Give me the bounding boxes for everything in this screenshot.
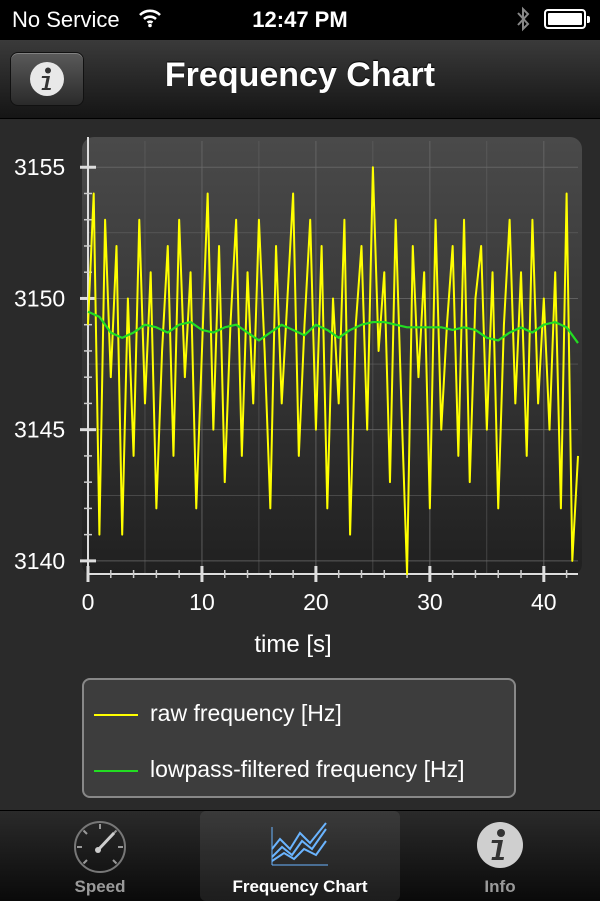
speedometer-icon bbox=[74, 821, 126, 873]
legend-label-raw: raw frequency [Hz] bbox=[150, 700, 342, 726]
frequency-chart: 0 10 20 30 40 3140 3145 3150 3155 time [s] bbox=[0, 119, 600, 659]
x-tick-label: 0 bbox=[82, 589, 95, 615]
bluetooth-icon bbox=[517, 6, 530, 32]
clock: 12:47 PM bbox=[252, 7, 348, 32]
y-tick-label: 3155 bbox=[14, 154, 65, 180]
legend-label-filtered: lowpass-filtered frequency [Hz] bbox=[150, 756, 465, 782]
tab-frequency-chart[interactable]: Frequency Chart bbox=[200, 811, 400, 901]
legend-swatch-filtered bbox=[94, 770, 138, 772]
x-tick-label: 30 bbox=[417, 589, 443, 615]
tab-label-frequency-chart: Frequency Chart bbox=[232, 877, 368, 896]
info-icon bbox=[477, 822, 523, 868]
y-tick-label: 3150 bbox=[14, 285, 65, 311]
y-tick-label: 3145 bbox=[14, 417, 65, 443]
x-tick-label: 20 bbox=[303, 589, 329, 615]
chart-svg: 0 10 20 30 40 3140 3145 3150 3155 time [s] bbox=[14, 137, 582, 658]
navigation-bar: Frequency Chart bbox=[0, 40, 600, 119]
chart-icon bbox=[271, 822, 328, 866]
x-tick-label: 10 bbox=[189, 589, 215, 615]
info-button[interactable] bbox=[10, 52, 84, 106]
carrier-label: No Service bbox=[12, 7, 120, 32]
tab-info[interactable]: Info bbox=[400, 811, 600, 901]
tab-speed[interactable]: Speed bbox=[0, 811, 200, 901]
series-lowpass-filtered bbox=[87, 310, 579, 344]
series-raw-frequency bbox=[87, 166, 579, 575]
y-tick-label: 3140 bbox=[14, 548, 65, 574]
tab-label-speed: Speed bbox=[74, 877, 126, 896]
chart-legend: raw frequency [Hz] lowpass-filtered freq… bbox=[82, 678, 516, 798]
x-axis-label: time [s] bbox=[254, 631, 331, 658]
battery-icon bbox=[544, 9, 590, 29]
wifi-icon bbox=[139, 9, 161, 28]
tab-label-info: Info bbox=[484, 877, 516, 896]
tab-bar: Speed Frequency Chart Info bbox=[0, 810, 600, 901]
page-title: Frequency Chart bbox=[164, 56, 436, 94]
info-icon bbox=[30, 62, 64, 96]
x-tick-label: 40 bbox=[531, 589, 557, 615]
legend-swatch-raw bbox=[94, 714, 138, 716]
status-bar: No Service 12:47 PM bbox=[0, 0, 600, 40]
